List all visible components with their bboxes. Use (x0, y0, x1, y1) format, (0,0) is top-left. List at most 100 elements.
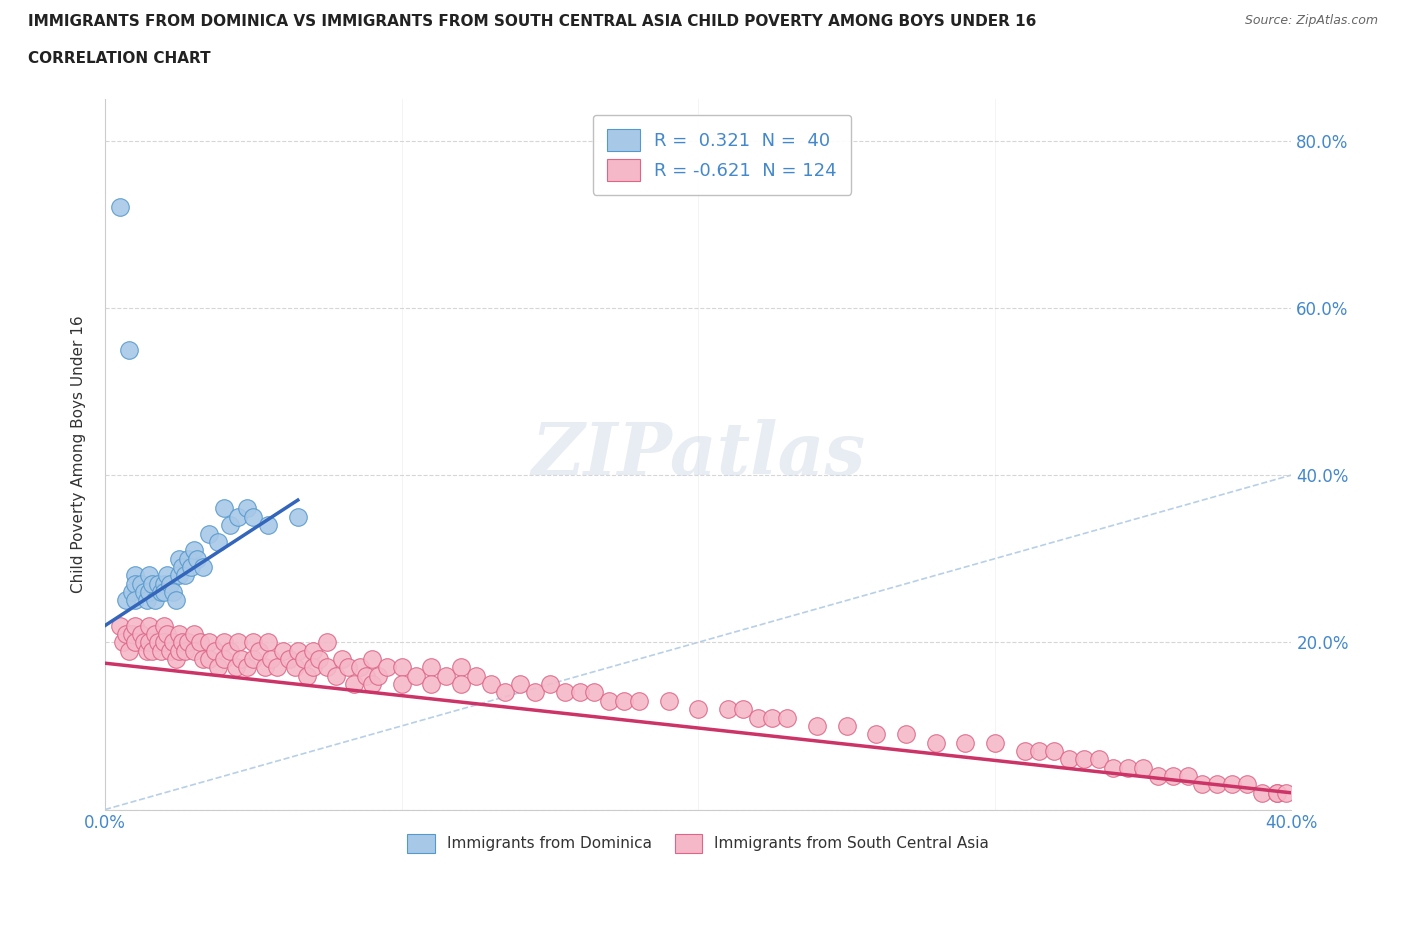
Point (156, 568, 179, 583)
Point (524, 685, 547, 700)
Point (1028, 744, 1050, 759)
Point (1236, 777, 1258, 792)
Point (174, 568, 197, 583)
Point (464, 669, 486, 684)
Point (1118, 761, 1140, 776)
Point (212, 652, 235, 667)
Point (538, 677, 561, 692)
Point (1265, 785, 1288, 800)
Point (731, 702, 754, 717)
Point (124, 635, 146, 650)
Point (141, 577, 163, 591)
Point (295, 669, 318, 684)
Point (688, 702, 710, 717)
Point (172, 560, 194, 575)
Point (260, 652, 283, 667)
Point (124, 568, 146, 583)
Point (138, 585, 160, 600)
Point (153, 635, 176, 650)
Point (177, 551, 200, 566)
Point (204, 644, 226, 658)
Point (198, 635, 221, 650)
Point (287, 510, 309, 525)
Point (236, 660, 259, 675)
Point (494, 685, 516, 700)
Text: Source: ZipAtlas.com: Source: ZipAtlas.com (1244, 14, 1378, 27)
Point (301, 644, 323, 658)
Point (138, 618, 160, 633)
Point (450, 677, 472, 692)
Point (509, 677, 531, 692)
Point (1132, 761, 1154, 776)
Point (118, 342, 141, 357)
Point (167, 551, 190, 566)
Point (391, 677, 413, 692)
Point (135, 593, 157, 608)
Point (292, 652, 315, 667)
Point (308, 652, 330, 667)
Point (242, 635, 264, 650)
Point (284, 660, 307, 675)
Point (228, 510, 250, 525)
Point (118, 644, 141, 658)
Point (1014, 744, 1036, 759)
Point (165, 593, 187, 608)
Point (747, 711, 769, 725)
Point (1265, 785, 1288, 800)
Point (627, 694, 650, 709)
Point (479, 677, 502, 692)
Text: CORRELATION CHART: CORRELATION CHART (28, 51, 211, 66)
Point (717, 702, 740, 717)
Point (207, 660, 229, 675)
Point (132, 635, 155, 650)
Point (212, 635, 235, 650)
Point (613, 694, 636, 709)
Point (598, 694, 620, 709)
Point (121, 585, 143, 600)
Point (806, 719, 828, 734)
Point (135, 644, 157, 658)
Point (231, 652, 253, 667)
Point (330, 652, 353, 667)
Point (1043, 744, 1066, 759)
Point (165, 652, 187, 667)
Point (420, 660, 443, 675)
Point (183, 543, 205, 558)
Point (343, 677, 366, 692)
Point (183, 644, 205, 658)
Point (1161, 769, 1184, 784)
Point (150, 585, 173, 600)
Point (167, 568, 190, 583)
Point (257, 518, 280, 533)
Point (138, 635, 160, 650)
Point (236, 501, 259, 516)
Point (1177, 769, 1199, 784)
Point (266, 660, 288, 675)
Point (174, 644, 197, 658)
Point (124, 618, 146, 633)
Point (434, 669, 457, 684)
Point (953, 736, 976, 751)
Point (375, 660, 398, 675)
Point (257, 635, 280, 650)
Point (254, 660, 277, 675)
Point (1147, 769, 1170, 784)
Point (337, 660, 360, 675)
Point (367, 669, 389, 684)
Point (761, 711, 783, 725)
Point (148, 635, 170, 650)
Point (583, 685, 606, 700)
Point (153, 618, 176, 633)
Point (361, 677, 384, 692)
Point (172, 635, 194, 650)
Point (167, 627, 190, 642)
Point (242, 652, 264, 667)
Point (148, 577, 170, 591)
Point (138, 568, 160, 583)
Point (198, 526, 221, 541)
Point (361, 652, 384, 667)
Y-axis label: Child Poverty Among Boys Under 16: Child Poverty Among Boys Under 16 (72, 315, 86, 593)
Point (420, 677, 443, 692)
Point (180, 560, 202, 575)
Point (325, 669, 347, 684)
